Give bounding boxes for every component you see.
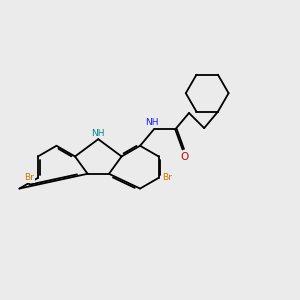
Text: Br: Br — [25, 173, 34, 182]
Text: O: O — [180, 152, 188, 163]
Text: NH: NH — [92, 129, 105, 138]
Text: NH: NH — [146, 118, 159, 127]
Text: Br: Br — [162, 173, 172, 182]
